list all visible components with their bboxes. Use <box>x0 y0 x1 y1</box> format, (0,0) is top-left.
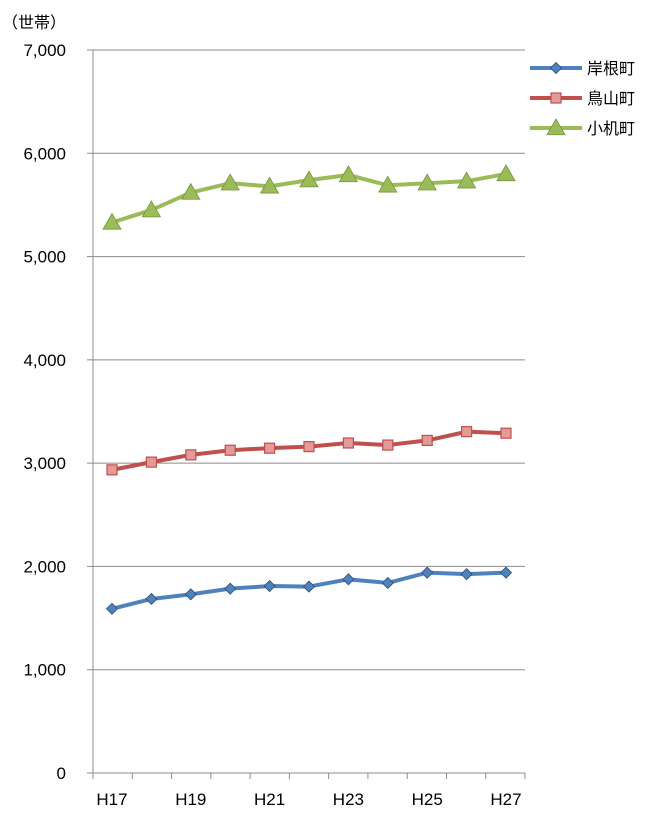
legend-item: 鳥山町 <box>530 89 635 108</box>
data-point <box>378 175 398 193</box>
y-tick-label: 6,000 <box>23 144 66 163</box>
data-point <box>220 173 240 191</box>
legend-marker <box>546 118 566 136</box>
data-point <box>499 566 513 579</box>
data-point <box>181 182 201 200</box>
y-tick-label: 2,000 <box>23 557 66 576</box>
x-tick-label: H27 <box>490 790 521 809</box>
legend-item: 小机町 <box>530 118 635 138</box>
data-point <box>184 588 197 601</box>
data-point <box>342 437 354 449</box>
data-point <box>456 171 477 189</box>
x-tick-label: H25 <box>412 790 443 809</box>
data-point <box>145 456 157 468</box>
y-unit-label: （世帯） <box>2 13 66 32</box>
x-tick-label: H19 <box>175 790 206 809</box>
data-point <box>263 579 276 593</box>
data-point <box>338 165 359 183</box>
y-tick-label: 0 <box>57 764 66 783</box>
data-point <box>105 602 119 615</box>
data-point <box>417 173 437 191</box>
data-point <box>303 441 315 453</box>
data-point <box>496 164 516 182</box>
data-point <box>302 580 316 593</box>
data-point <box>224 582 237 595</box>
data-point <box>460 568 473 581</box>
data-point <box>461 426 473 438</box>
series-2 <box>106 426 512 476</box>
x-tick-label: H23 <box>333 790 364 809</box>
legend-label: 岸根町 <box>587 59 635 78</box>
legend-marker <box>550 92 562 104</box>
y-axis-ticks: 0 1,000 2,000 3,000 4,000 5,000 6,000 7,000 <box>23 41 93 783</box>
x-axis-ticks: H17 H19 H21 H23 H25 H27 <box>92 773 526 809</box>
data-point <box>259 176 280 194</box>
y-tick-label: 3,000 <box>23 454 66 473</box>
axes <box>92 50 525 774</box>
data-point <box>106 464 118 476</box>
data-point <box>382 439 394 451</box>
gridlines <box>93 49 525 671</box>
y-tick-label: 5,000 <box>23 248 66 267</box>
series-layer <box>102 164 516 615</box>
y-tick-label: 1,000 <box>23 661 66 680</box>
data-point <box>299 170 319 188</box>
data-point <box>264 442 276 454</box>
data-point <box>342 573 355 586</box>
legend-marker <box>549 61 563 75</box>
data-point <box>421 434 433 447</box>
series-1 <box>105 566 513 615</box>
x-tick-label: H21 <box>254 790 285 809</box>
data-point <box>224 444 236 456</box>
legend-label: 鳥山町 <box>587 89 635 108</box>
series-3 <box>102 164 516 230</box>
data-point <box>500 427 512 439</box>
data-point <box>102 212 122 230</box>
data-point <box>381 576 394 590</box>
y-tick-label: 4,000 <box>23 351 66 370</box>
data-point <box>421 566 434 579</box>
x-tick-label: H17 <box>96 790 127 809</box>
legend-label: 小机町 <box>587 119 635 138</box>
legend-item: 岸根町 <box>530 59 635 78</box>
data-point <box>141 200 162 218</box>
data-point <box>185 449 197 461</box>
data-point <box>145 592 158 606</box>
y-tick-label: 7,000 <box>23 41 66 60</box>
